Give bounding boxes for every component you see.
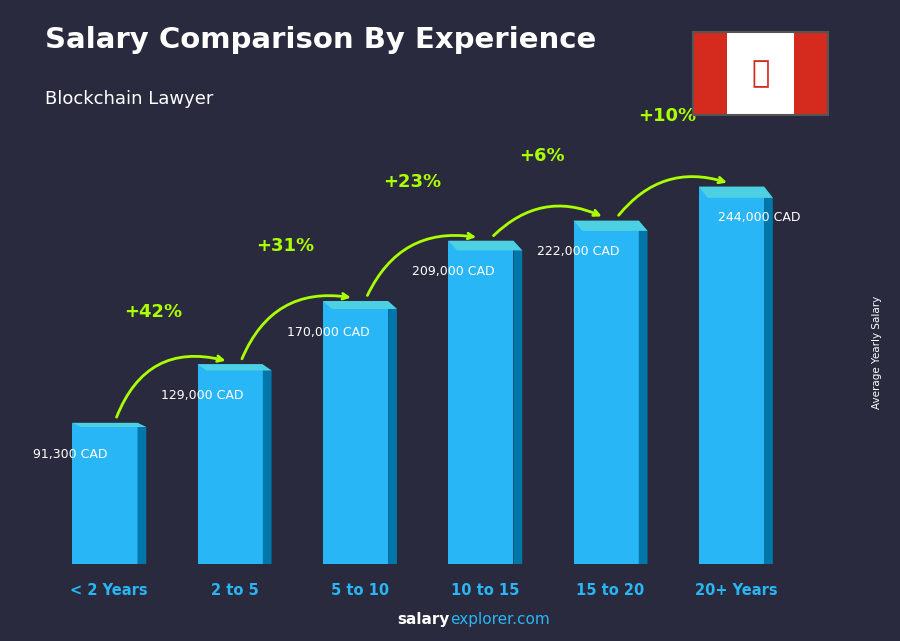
- Polygon shape: [72, 423, 147, 427]
- Polygon shape: [764, 187, 773, 564]
- Polygon shape: [639, 221, 647, 564]
- FancyBboxPatch shape: [573, 221, 639, 564]
- FancyBboxPatch shape: [198, 365, 263, 564]
- Text: 15 to 20: 15 to 20: [577, 583, 644, 597]
- Text: 20+ Years: 20+ Years: [695, 583, 778, 597]
- Polygon shape: [514, 241, 522, 564]
- Text: Blockchain Lawyer: Blockchain Lawyer: [45, 90, 213, 108]
- Text: < 2 Years: < 2 Years: [70, 583, 148, 597]
- Polygon shape: [388, 301, 397, 564]
- FancyBboxPatch shape: [72, 423, 138, 564]
- Text: 129,000 CAD: 129,000 CAD: [161, 389, 244, 403]
- Text: 10 to 15: 10 to 15: [451, 583, 519, 597]
- FancyBboxPatch shape: [699, 187, 764, 564]
- Text: explorer.com: explorer.com: [450, 612, 550, 627]
- Polygon shape: [263, 365, 272, 564]
- Text: 🍁: 🍁: [752, 59, 770, 88]
- Polygon shape: [448, 241, 522, 251]
- Text: Average Yearly Salary: Average Yearly Salary: [872, 296, 883, 409]
- Polygon shape: [573, 221, 647, 231]
- Polygon shape: [699, 187, 773, 198]
- Text: salary: salary: [398, 612, 450, 627]
- Text: Salary Comparison By Experience: Salary Comparison By Experience: [45, 26, 596, 54]
- Text: 244,000 CAD: 244,000 CAD: [718, 212, 800, 224]
- Text: 2 to 5: 2 to 5: [211, 583, 258, 597]
- Bar: [693, 32, 727, 115]
- Text: 209,000 CAD: 209,000 CAD: [412, 265, 495, 278]
- Text: +23%: +23%: [383, 173, 442, 191]
- Text: 91,300 CAD: 91,300 CAD: [32, 447, 107, 461]
- Text: +6%: +6%: [518, 147, 564, 165]
- Polygon shape: [323, 301, 397, 309]
- Text: 170,000 CAD: 170,000 CAD: [286, 326, 369, 339]
- FancyBboxPatch shape: [448, 241, 514, 564]
- Text: +10%: +10%: [638, 106, 696, 124]
- Polygon shape: [138, 423, 147, 564]
- FancyBboxPatch shape: [323, 301, 388, 564]
- Text: +31%: +31%: [256, 237, 314, 254]
- Text: +42%: +42%: [124, 303, 182, 321]
- Text: 5 to 10: 5 to 10: [331, 583, 389, 597]
- Bar: [794, 32, 828, 115]
- Polygon shape: [198, 365, 272, 370]
- Text: 222,000 CAD: 222,000 CAD: [537, 246, 620, 258]
